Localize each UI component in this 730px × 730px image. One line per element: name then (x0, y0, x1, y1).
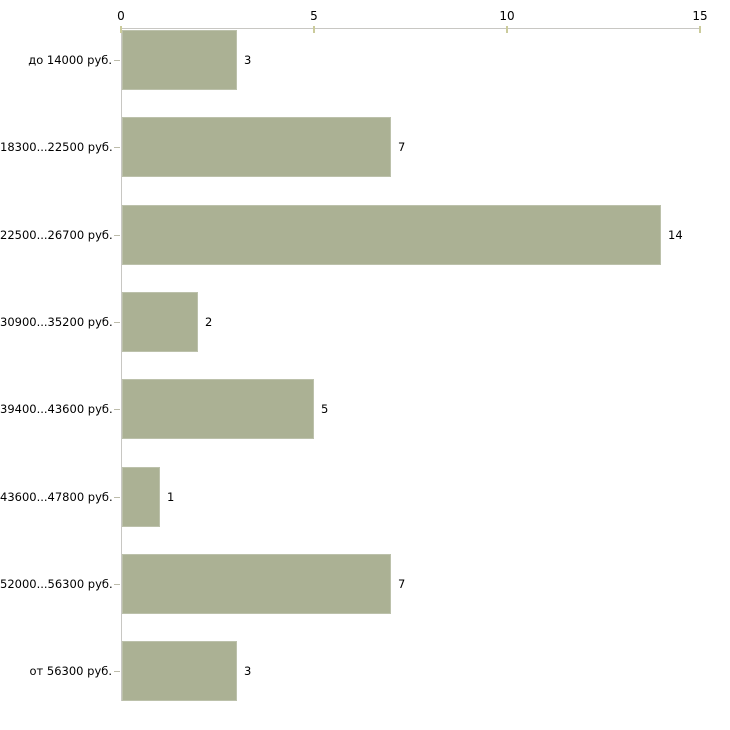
bar (122, 205, 661, 265)
category-tick-mark (114, 235, 120, 236)
bar (122, 117, 391, 177)
bar-value-label: 2 (205, 315, 213, 329)
category-tick-mark (114, 497, 120, 498)
category-label: 52000...56300 руб. (0, 577, 113, 591)
category-label: 39400...43600 руб. (0, 402, 113, 416)
y-axis-line (121, 28, 122, 701)
category-label: 43600...47800 руб. (0, 490, 113, 504)
bar (122, 292, 198, 352)
category-tick-mark (114, 584, 120, 585)
category-label: 30900...35200 руб. (0, 315, 113, 329)
bar-value-label: 3 (244, 664, 252, 678)
x-axis-tick-mark (506, 26, 508, 33)
category-tick-mark (114, 671, 120, 672)
bar (122, 641, 237, 701)
bar-value-label: 14 (668, 228, 683, 242)
category-tick-mark (114, 60, 120, 61)
x-axis-tick-mark (699, 26, 701, 33)
bar (122, 467, 160, 527)
bar-value-label: 1 (167, 490, 175, 504)
x-axis-tick-mark (313, 26, 315, 33)
category-label: до 14000 руб. (28, 53, 112, 67)
bar (122, 30, 237, 90)
bar-value-label: 3 (244, 53, 252, 67)
x-axis-tick-mark (120, 26, 122, 33)
bar (122, 379, 314, 439)
bar-value-label: 7 (398, 140, 406, 154)
x-axis-line (121, 28, 701, 29)
category-tick-mark (114, 409, 120, 410)
bar (122, 554, 391, 614)
x-axis-tick-label: 15 (692, 9, 708, 23)
x-axis-tick-label: 5 (310, 9, 318, 23)
category-label: 18300...22500 руб. (0, 140, 113, 154)
category-tick-mark (114, 147, 120, 148)
x-axis-tick-label: 10 (499, 9, 515, 23)
category-label: 22500...26700 руб. (0, 228, 113, 242)
bar-value-label: 5 (321, 402, 329, 416)
category-tick-mark (114, 322, 120, 323)
category-label: от 56300 руб. (29, 664, 112, 678)
bar-value-label: 7 (398, 577, 406, 591)
x-axis-tick-label: 0 (117, 9, 125, 23)
